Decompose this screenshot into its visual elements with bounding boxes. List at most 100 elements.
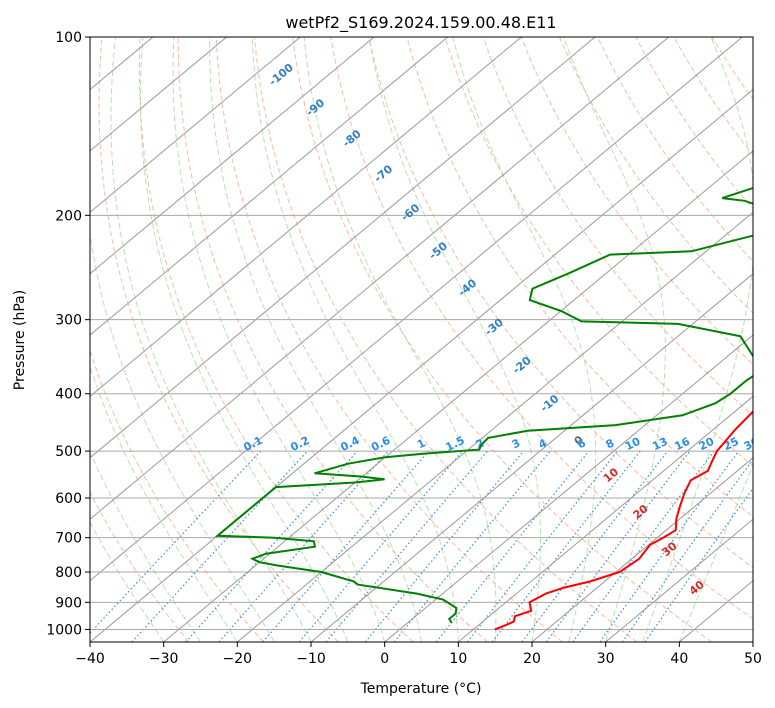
y-tick-label: 200 <box>55 208 82 224</box>
y-tick-label: 300 <box>55 313 82 329</box>
dry-adiabat <box>673 37 753 156</box>
isotherm <box>310 273 753 642</box>
mixing-ratio-label: 10 <box>623 435 643 454</box>
isotherm-label: -80 <box>340 127 364 150</box>
dry-adiabat <box>138 37 414 642</box>
mixing-ratio-line <box>393 450 551 642</box>
dry-adiabat <box>177 37 488 642</box>
mixing-ratio-line <box>621 458 753 642</box>
isotherm <box>458 395 753 642</box>
mixing-ratio-label: 1 <box>415 436 428 451</box>
series-line <box>494 410 753 631</box>
dry-adiabat <box>215 37 563 642</box>
isotherm <box>90 37 669 520</box>
mixing-ratio-label: 3 <box>510 436 523 451</box>
y-tick-label: 700 <box>55 531 82 547</box>
y-axis-label: Pressure (hPa) <box>12 290 28 390</box>
dry-adiabat <box>368 37 753 569</box>
moist-adiabat <box>139 37 349 642</box>
plot-frame <box>89 36 754 643</box>
isotherm-label: 30 <box>659 539 679 559</box>
dry-adiabat <box>98 37 339 642</box>
mixing-ratio-label: 16 <box>673 435 693 454</box>
y-tick-label: 400 <box>55 387 82 403</box>
x-tick-label: 40 <box>670 651 688 667</box>
x-tick-label: −20 <box>223 651 253 667</box>
moist-adiabat <box>452 37 597 642</box>
mixing-ratio-label: 30 <box>742 435 762 454</box>
x-tick-label: −40 <box>75 651 105 667</box>
isotherm-label: -60 <box>399 201 423 224</box>
mixing-ratio-line <box>435 450 590 642</box>
isotherm <box>90 37 743 582</box>
mixing-ratio-line <box>218 450 389 642</box>
mixing-ratio-label: 13 <box>650 435 669 453</box>
dry-adiabat <box>253 37 638 642</box>
isotherm <box>384 334 753 642</box>
mixing-ratio-line <box>325 450 488 642</box>
x-tick-label: 50 <box>744 651 762 667</box>
isotherm-label: -90 <box>304 96 328 119</box>
mixing-ratio-line <box>521 450 669 642</box>
chart-title: wetPf2_S169.2024.159.00.48.E11 <box>285 13 556 33</box>
dry-adiabat <box>635 37 753 210</box>
plot-area: -100-90-80-70-60-50-40-30-20-10010203040… <box>0 36 775 643</box>
background-lines <box>90 37 753 642</box>
x-tick-label: 30 <box>597 651 615 667</box>
y-tick-label: 800 <box>55 565 82 581</box>
dry-adiabat <box>444 37 753 467</box>
mixing-ratio-line <box>599 450 740 642</box>
isotherm-label: -50 <box>426 239 450 262</box>
mixing-ratio-label: 8 <box>604 436 617 451</box>
isotherm-label: -40 <box>456 276 480 299</box>
dry-adiabat <box>90 491 190 642</box>
isotherm <box>90 37 227 152</box>
isotherm-label: 20 <box>631 502 651 522</box>
isotherm <box>237 211 753 642</box>
dry-adiabat <box>749 37 753 43</box>
x-tick-label: 20 <box>523 651 541 667</box>
mixing-ratio-label: 6 <box>575 436 588 451</box>
x-tick-label: 0 <box>380 651 389 667</box>
mixing-ratio-label: 20 <box>697 435 717 454</box>
moist-adiabat <box>90 450 201 642</box>
moist-adiabat <box>368 37 541 642</box>
mixing-ratio-line <box>572 450 715 642</box>
y-tick-label: 500 <box>55 444 82 460</box>
mixing-ratio-label: 4 <box>536 436 549 451</box>
y-tick-label: 600 <box>55 491 82 507</box>
dry-adiabat <box>520 37 753 366</box>
isotherm <box>90 37 448 336</box>
moist-adiabat <box>90 364 238 642</box>
isopleth-labels: -100-90-80-70-60-50-40-30-20-10010203040… <box>241 61 775 598</box>
isotherm <box>752 641 753 642</box>
x-tick-label: −10 <box>296 651 326 667</box>
isotherm <box>90 37 301 213</box>
isotherm <box>531 457 753 642</box>
x-axis: −40 −30 −20 −10 0 10 20 30 40 50 <box>75 642 762 667</box>
isotherm <box>0 37 6 642</box>
mixing-ratio-line <box>131 450 308 642</box>
isotherm <box>90 37 596 459</box>
isotherm-label: 40 <box>687 578 707 598</box>
moist-adiabat <box>90 37 275 642</box>
moist-adiabat <box>90 520 165 642</box>
isotherm <box>90 37 375 275</box>
mixing-ratio-label: 25 <box>721 435 740 453</box>
mixing-ratio-label: 36 <box>763 435 775 454</box>
isotherm-label: -10 <box>538 392 562 415</box>
isotherm-label: -100 <box>267 61 297 89</box>
isotherm-label: -20 <box>510 354 534 377</box>
moist-adiabat <box>678 464 753 642</box>
mixing-ratio-line <box>185 450 358 642</box>
isotherm <box>90 37 522 398</box>
dry-adiabat <box>406 37 753 518</box>
y-tick-label: 100 <box>55 30 82 46</box>
isotherm-label: -70 <box>372 162 396 185</box>
y-tick-label: 900 <box>55 595 82 611</box>
y-tick-label: 1000 <box>46 622 82 638</box>
moist-adiabat <box>642 37 753 642</box>
mixing-ratio-line <box>364 450 525 642</box>
mixing-ratio-line <box>545 450 691 642</box>
